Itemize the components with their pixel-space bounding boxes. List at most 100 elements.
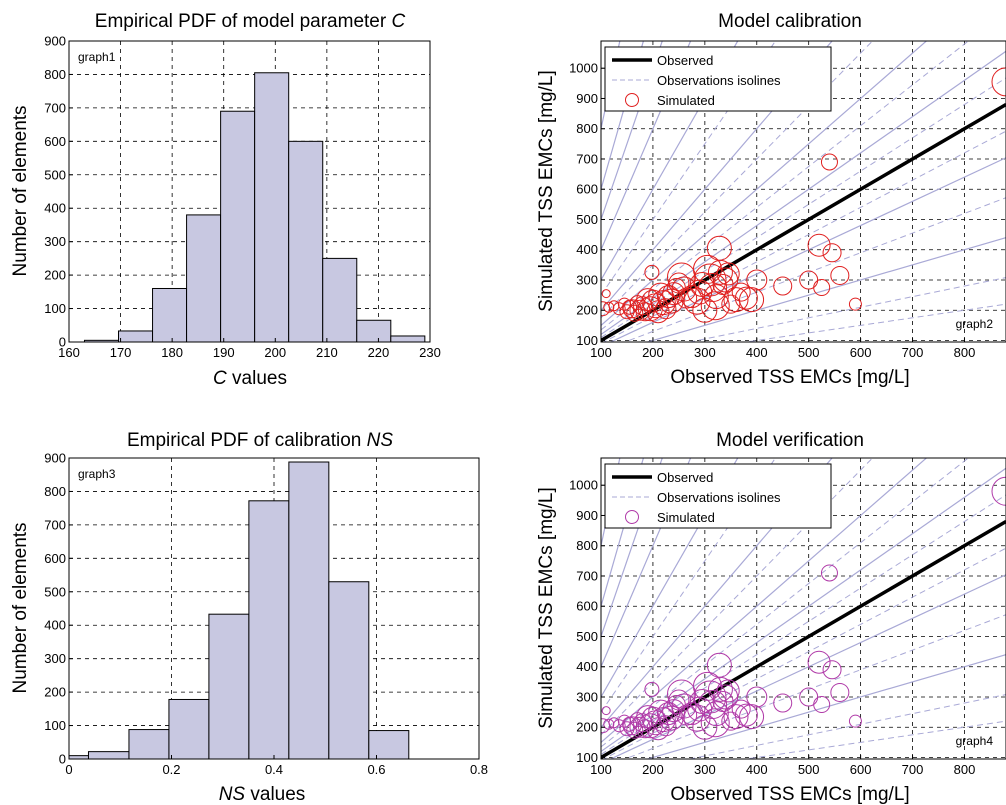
- simulated-point: [731, 699, 751, 719]
- simulated-point: [820, 564, 838, 582]
- histogram-bar: [118, 330, 154, 343]
- histogram-bar: [168, 698, 210, 760]
- simulated-point: [734, 703, 758, 727]
- x-tick-label: 0.6: [367, 762, 385, 777]
- simulated-point: [723, 287, 749, 313]
- simulated-point: [707, 676, 733, 702]
- x-tick-label: 400: [746, 345, 768, 360]
- x-tick-label: 400: [746, 762, 768, 777]
- simulated-point: [716, 679, 740, 703]
- isoline-dashed: [623, 614, 1006, 759]
- histogram-bar: [152, 287, 188, 343]
- panel-verification-scatter: Model verification 100 200 300 400 500 600 700…: [536, 430, 1006, 805]
- legend-isolines-label: Observations isolines: [657, 73, 781, 88]
- simulated-point: [820, 153, 838, 171]
- simulated-point: [807, 233, 831, 257]
- histogram-bar: [254, 72, 290, 343]
- plot-frame: [68, 40, 431, 343]
- chart-title: Model verification: [716, 430, 864, 451]
- simulated-point: [991, 476, 1006, 506]
- simulated-point: [721, 294, 741, 314]
- isoline-dashed: [601, 41, 874, 319]
- simulated-point: [626, 721, 644, 739]
- isoline: [645, 237, 1006, 342]
- x-tick-label: 800: [954, 345, 976, 360]
- y-tick-label: 100: [576, 333, 598, 348]
- x-tick-label: 700: [902, 345, 924, 360]
- y-tick-label: 500: [576, 212, 598, 227]
- isoline: [601, 41, 833, 311]
- simulated-point: [657, 702, 680, 726]
- histogram-bar: [390, 335, 426, 343]
- chart-title: Empirical PDF of calibration NS: [127, 430, 393, 451]
- x-tick-label: 160: [58, 345, 80, 360]
- legend-box: [604, 463, 832, 529]
- histogram-bar: [368, 730, 410, 760]
- simulated-point: [716, 262, 740, 286]
- y-tick-label: 600: [44, 134, 66, 149]
- y-axis-label: Simulated TSS EMCs [mg/L]: [536, 487, 557, 728]
- panel-ns-histogram: Empirical PDF of calibration NS 0 0.2 0.4 0…: [10, 430, 488, 805]
- x-tick-label: 600: [850, 762, 872, 777]
- isoline: [601, 458, 928, 743]
- legend-isolines-label: Observations isolines: [657, 490, 781, 505]
- x-tick-label: 170: [110, 345, 132, 360]
- isoline: [609, 157, 1006, 342]
- simulated-point: [676, 287, 698, 309]
- y-tick-label: 500: [576, 629, 598, 644]
- simulated-point: [799, 270, 819, 290]
- simulated-point: [601, 706, 611, 716]
- simulated-point: [739, 704, 765, 730]
- x-tick-label: 100: [590, 345, 612, 360]
- isoline: [601, 41, 928, 326]
- legend-observed-label: Observed: [657, 53, 713, 68]
- y-tick-label: 200: [576, 720, 598, 735]
- simulated-point: [703, 284, 729, 310]
- y-tick-label: 900: [576, 91, 598, 106]
- plot-frame: [600, 457, 1006, 760]
- simulated-point: [703, 701, 729, 727]
- isoline-dashed: [742, 720, 1006, 759]
- simulated-points: [601, 67, 1006, 324]
- y-tick-label: 200: [44, 268, 66, 283]
- histogram-bar: [68, 755, 89, 760]
- plot-frame: [600, 40, 1006, 343]
- simulated-point: [612, 719, 626, 733]
- y-tick-label: 900: [44, 451, 66, 466]
- y-tick-label: 0: [59, 752, 66, 767]
- y-tick-label: 900: [44, 34, 66, 49]
- y-tick-label: 800: [576, 121, 598, 136]
- simulated-point: [619, 304, 635, 320]
- simulated-point: [626, 304, 644, 322]
- x-tick-label: 200: [264, 345, 286, 360]
- simulated-point: [619, 721, 635, 737]
- chart-title: Empirical PDF of model parameter C: [95, 11, 406, 32]
- histogram-bar: [220, 110, 256, 343]
- y-tick-label: 500: [44, 167, 66, 182]
- simulated-point: [991, 67, 1006, 97]
- axis-ticks: 100 200 300 400 500 600 700 800 100 200 300 400 500 6…: [569, 478, 975, 777]
- legend-simulated-label: Simulated: [657, 93, 715, 108]
- simulated-point: [807, 650, 831, 674]
- histogram-bar: [186, 214, 222, 343]
- simulated-point: [746, 686, 768, 708]
- simulated-point: [746, 269, 768, 291]
- simulated-point: [822, 243, 842, 263]
- simulated-point: [712, 691, 734, 713]
- isoline-dashed: [601, 77, 1006, 338]
- simulated-point: [721, 711, 741, 731]
- y-axis-label: Number of elements: [10, 522, 31, 693]
- simulated-point: [712, 274, 734, 296]
- x-axis-label: NS values: [219, 784, 306, 805]
- legend: Observed Observations isolines Simulated: [604, 46, 832, 112]
- y-axis-label: Number of elements: [10, 105, 31, 276]
- x-tick-label: 0: [65, 762, 72, 777]
- legend-observed-label: Observed: [657, 470, 713, 485]
- y-tick-label: 700: [576, 568, 598, 583]
- x-tick-label: 100: [590, 762, 612, 777]
- graph-tag: graph2: [956, 317, 994, 331]
- y-tick-label: 700: [44, 100, 66, 115]
- x-tick-label: 230: [419, 345, 441, 360]
- isoline: [609, 574, 1006, 759]
